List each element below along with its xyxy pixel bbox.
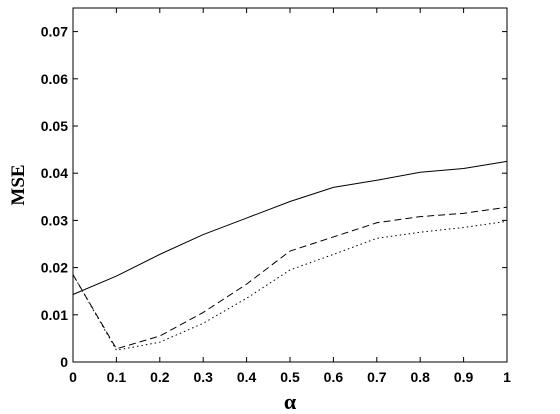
series-line-dotted [72, 220, 508, 351]
y-tick-label: 0.04 [41, 165, 68, 181]
y-tick-label: 0.01 [41, 307, 68, 323]
x-tick-label: 0.2 [150, 369, 170, 385]
y-tick-label: 0.05 [41, 118, 68, 134]
series-line-solid [72, 160, 508, 295]
plot-area [72, 7, 508, 363]
x-tick-label: 1 [503, 369, 511, 385]
x-tick-label: 0.5 [280, 369, 300, 385]
y-tick-label: 0.03 [41, 212, 68, 228]
x-tick-label: 0 [69, 369, 77, 385]
x-tick-label: 0.4 [237, 369, 257, 385]
y-tick-label: 0.07 [41, 24, 68, 40]
x-tick-label: 0.1 [107, 369, 127, 385]
x-tick-label: 0.9 [454, 369, 474, 385]
y-axis-title: MSE [8, 164, 29, 205]
x-tick-label: 0.3 [193, 369, 213, 385]
y-tick-label: 0 [60, 354, 68, 370]
ticks-layer: 0 0.1 0.2 0.3 0.4 0.5 0.6 0.7 0.8 0.9 1 0 0.01 0.02 0.… [41, 8, 511, 385]
x-tick-label: 0.8 [410, 369, 430, 385]
y-tick-label: 0.02 [41, 260, 68, 276]
series-layer [72, 160, 508, 351]
x-axis-title: α [284, 389, 297, 414]
y-tick-label: 0.06 [41, 71, 68, 87]
x-tick-label: 0.6 [324, 369, 344, 385]
series-line-dashed [72, 206, 508, 350]
x-tick-label: 0.7 [367, 369, 387, 385]
